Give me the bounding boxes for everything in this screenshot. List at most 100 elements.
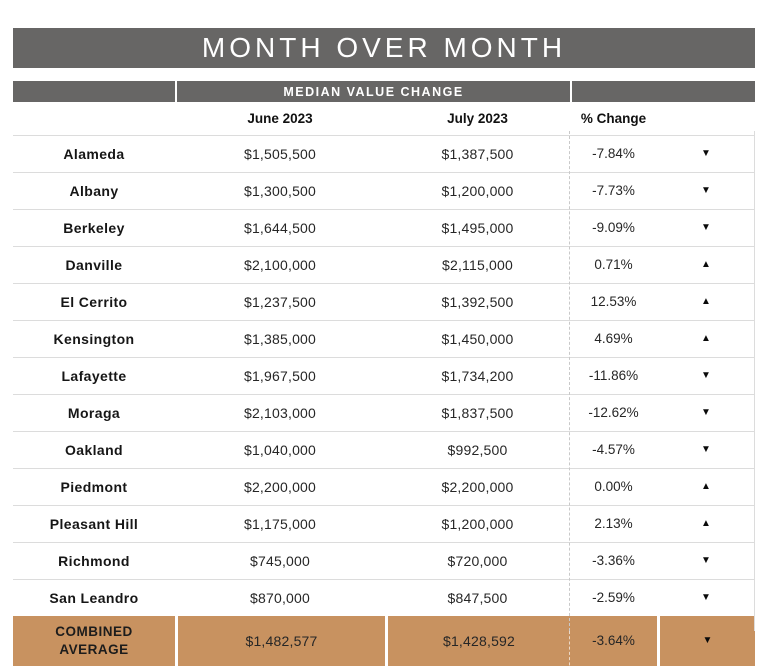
table-row: Kensington $1,385,000 $1,450,000 4.69% ▲: [13, 320, 755, 357]
group-header-label: MEDIAN VALUE CHANGE: [283, 84, 464, 99]
combined-average-label-line2: AVERAGE: [59, 642, 129, 657]
trend-arrow-icon: ▼: [701, 222, 711, 233]
trend-arrow-icon: ▼: [701, 592, 711, 603]
percent-change: -4.57%: [592, 442, 635, 458]
june-value: $1,505,500: [243, 146, 317, 162]
combined-average-row: COMBINED AVERAGE $1,482,577 $1,428,592 -…: [13, 616, 755, 666]
table-row: Berkeley $1,644,500 $1,495,000 -9.09% ▼: [13, 209, 755, 246]
percent-change: -9.09%: [592, 220, 635, 236]
group-header-bar: MEDIAN VALUE CHANGE: [13, 81, 755, 102]
trend-arrow-icon: ▼: [701, 148, 711, 159]
july-value: $847,500: [447, 590, 508, 606]
city-name: Alameda: [63, 146, 125, 162]
combined-average-label: COMBINED AVERAGE: [55, 623, 133, 659]
column-header-row: June 2023 July 2023 % Change: [13, 102, 755, 135]
table-row: El Cerrito $1,237,500 $1,392,500 12.53% …: [13, 283, 755, 320]
june-value: $1,300,500: [243, 183, 317, 199]
june-value: $1,385,000: [243, 331, 317, 347]
june-value: $1,237,500: [243, 294, 317, 310]
group-header-spacer-left: [13, 81, 175, 102]
combined-june-value: $1,482,577: [175, 616, 385, 666]
trend-arrow-icon: ▼: [701, 185, 711, 196]
page-title: MONTH OVER MONTH: [201, 32, 567, 63]
group-header-spacer-right: [570, 81, 755, 102]
june-value: $870,000: [250, 590, 310, 606]
combined-average-label-line1: COMBINED: [55, 623, 133, 639]
percent-change: -7.84%: [592, 146, 635, 162]
city-name: Lafayette: [61, 368, 127, 384]
city-name: Oakland: [64, 442, 124, 458]
city-name: Piedmont: [60, 479, 128, 495]
trend-arrow-icon: ▲: [701, 518, 711, 529]
table-row: Richmond $745,000 $720,000 -3.36% ▼: [13, 542, 755, 579]
percent-change: 0.71%: [594, 257, 633, 273]
june-value: $1,967,500: [243, 368, 317, 384]
table-row: Piedmont $2,200,000 $2,200,000 0.00% ▲: [13, 468, 755, 505]
title-bar: MONTH OVER MONTH: [13, 28, 755, 68]
table-row: Oakland $1,040,000 $992,500 -4.57% ▼: [13, 431, 755, 468]
july-value: $1,200,000: [441, 516, 514, 532]
july-value: $1,392,500: [441, 294, 514, 310]
june-value: $2,103,000: [243, 405, 317, 421]
percent-change: 2.13%: [594, 516, 633, 532]
city-name: Albany: [69, 183, 119, 199]
july-value: $1,837,500: [441, 405, 514, 421]
june-value: $1,175,000: [243, 516, 317, 532]
combined-trend-arrow-icon: ▼: [657, 616, 755, 666]
july-value: $1,734,200: [441, 368, 514, 384]
july-value: $720,000: [447, 553, 508, 569]
city-name: Danville: [65, 257, 123, 273]
july-value: $1,200,000: [441, 183, 514, 199]
july-value: $2,200,000: [441, 479, 514, 495]
trend-arrow-icon: ▼: [701, 555, 711, 566]
table-row: Moraga $2,103,000 $1,837,500 -12.62% ▼: [13, 394, 755, 431]
july-value: $1,387,500: [441, 146, 514, 162]
trend-arrow-icon: ▼: [701, 444, 711, 455]
column-header-june: June 2023: [247, 110, 313, 126]
combined-percent-change: -3.64%: [592, 633, 635, 649]
group-header-median-value-change: MEDIAN VALUE CHANGE: [175, 81, 570, 102]
percent-change: -11.86%: [588, 368, 639, 384]
combined-july-value: $1,428,592: [385, 616, 570, 666]
june-value: $745,000: [250, 553, 310, 569]
percent-change: 12.53%: [590, 294, 637, 310]
july-value: $2,115,000: [441, 257, 514, 273]
median-value-table: MONTH OVER MONTH MEDIAN VALUE CHANGE Jun…: [13, 28, 755, 668]
june-value: $2,200,000: [243, 479, 317, 495]
trend-arrow-icon: ▲: [701, 481, 711, 492]
city-name: Richmond: [58, 553, 130, 569]
percent-change: 4.69%: [594, 331, 633, 347]
table-row: Pleasant Hill $1,175,000 $1,200,000 2.13…: [13, 505, 755, 542]
city-name: Moraga: [67, 405, 121, 421]
june-value: $1,644,500: [243, 220, 317, 236]
trend-arrow-icon: ▲: [701, 296, 711, 307]
percent-change: -12.62%: [588, 405, 639, 421]
table-row: Lafayette $1,967,500 $1,734,200 -11.86% …: [13, 357, 755, 394]
table-row: Albany $1,300,500 $1,200,000 -7.73% ▼: [13, 172, 755, 209]
table-row: Alameda $1,505,500 $1,387,500 -7.84% ▼: [13, 135, 755, 172]
trend-arrow-icon: ▼: [701, 407, 711, 418]
table-row: Danville $2,100,000 $2,115,000 0.71% ▲: [13, 246, 755, 283]
percent-change: -2.59%: [592, 590, 635, 606]
june-value: $2,100,000: [243, 257, 317, 273]
city-name: Kensington: [53, 331, 135, 347]
july-value: $1,495,000: [441, 220, 514, 236]
trend-arrow-icon: ▲: [701, 259, 711, 270]
trend-arrow-icon: ▲: [701, 333, 711, 344]
column-header-july: July 2023: [447, 110, 508, 126]
city-name: Berkeley: [63, 220, 125, 236]
city-name: San Leandro: [49, 590, 139, 606]
column-header-pct-change: % Change: [580, 110, 647, 126]
july-value: $992,500: [447, 442, 508, 458]
percent-change: 0.00%: [594, 479, 633, 495]
trend-arrow-icon: ▼: [701, 370, 711, 381]
table-row: San Leandro $870,000 $847,500 -2.59% ▼: [13, 579, 755, 616]
combined-average-label-cell: COMBINED AVERAGE: [13, 616, 175, 666]
june-value: $1,040,000: [243, 442, 317, 458]
city-name: El Cerrito: [60, 294, 128, 310]
city-name: Pleasant Hill: [49, 516, 139, 532]
july-value: $1,450,000: [441, 331, 514, 347]
percent-change: -3.36%: [592, 553, 635, 569]
percent-change: -7.73%: [592, 183, 635, 199]
